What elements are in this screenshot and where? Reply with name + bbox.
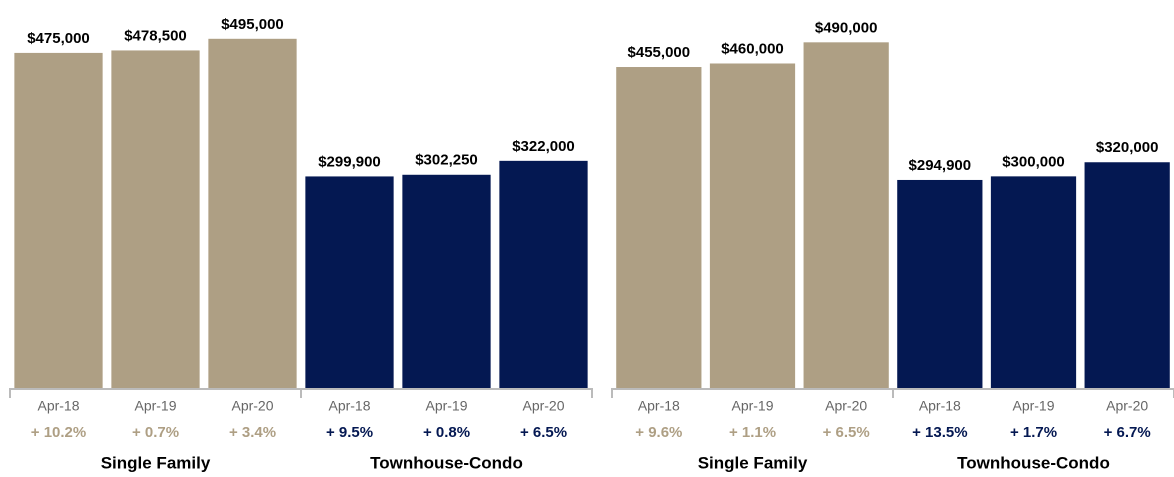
value-label: $299,900	[318, 153, 381, 170]
value-label: $478,500	[124, 27, 187, 44]
category-label: Apr-18	[37, 398, 79, 414]
bar	[616, 67, 702, 388]
bar	[803, 42, 889, 389]
change-label: + 6.5%	[520, 424, 567, 441]
category-label: Apr-18	[638, 398, 680, 414]
bar	[305, 176, 394, 388]
category-label: Apr-19	[134, 398, 176, 414]
group-label: Townhouse-Condo	[957, 453, 1110, 472]
category-label: Apr-20	[231, 398, 273, 414]
change-label: + 0.7%	[132, 424, 179, 441]
group-label: Townhouse-Condo	[370, 453, 523, 472]
value-label: $302,250	[415, 152, 478, 169]
change-label: + 9.6%	[635, 424, 682, 441]
value-label: $322,000	[512, 138, 575, 155]
category-label: Apr-19	[1012, 398, 1054, 414]
bar	[897, 179, 983, 388]
value-label: $294,900	[909, 157, 972, 174]
category-label: Apr-20	[825, 398, 867, 414]
change-label: + 9.5%	[326, 424, 373, 441]
category-label: Apr-18	[919, 398, 961, 414]
bar	[990, 176, 1077, 388]
group-label: Single Family	[698, 453, 808, 472]
value-label: $475,000	[27, 30, 90, 47]
change-label: + 6.5%	[823, 424, 870, 441]
change-label: + 0.8%	[423, 424, 470, 441]
bar	[402, 174, 491, 388]
category-label: Apr-19	[731, 398, 773, 414]
change-label: + 3.4%	[229, 424, 276, 441]
change-label: + 10.2%	[31, 424, 86, 441]
category-label: Apr-20	[1106, 398, 1148, 414]
bar	[111, 50, 200, 388]
group-label: Single Family	[101, 453, 211, 472]
category-label: Apr-18	[328, 398, 370, 414]
change-label: + 1.7%	[1010, 424, 1057, 441]
value-label: $495,000	[221, 16, 284, 33]
value-label: $320,000	[1096, 139, 1159, 156]
category-label: Apr-20	[522, 398, 564, 414]
bar	[709, 63, 796, 389]
value-label: $460,000	[721, 40, 784, 57]
bar	[1084, 162, 1170, 388]
change-label: + 13.5%	[912, 424, 967, 441]
value-label: $455,000	[628, 44, 691, 61]
change-label: + 6.7%	[1104, 424, 1151, 441]
category-label: Apr-19	[425, 398, 467, 414]
value-label: $490,000	[815, 19, 878, 36]
value-label: $300,000	[1002, 153, 1065, 170]
change-label: + 1.1%	[729, 424, 776, 441]
bar	[499, 160, 588, 388]
bar	[208, 38, 297, 389]
bar	[14, 52, 103, 389]
